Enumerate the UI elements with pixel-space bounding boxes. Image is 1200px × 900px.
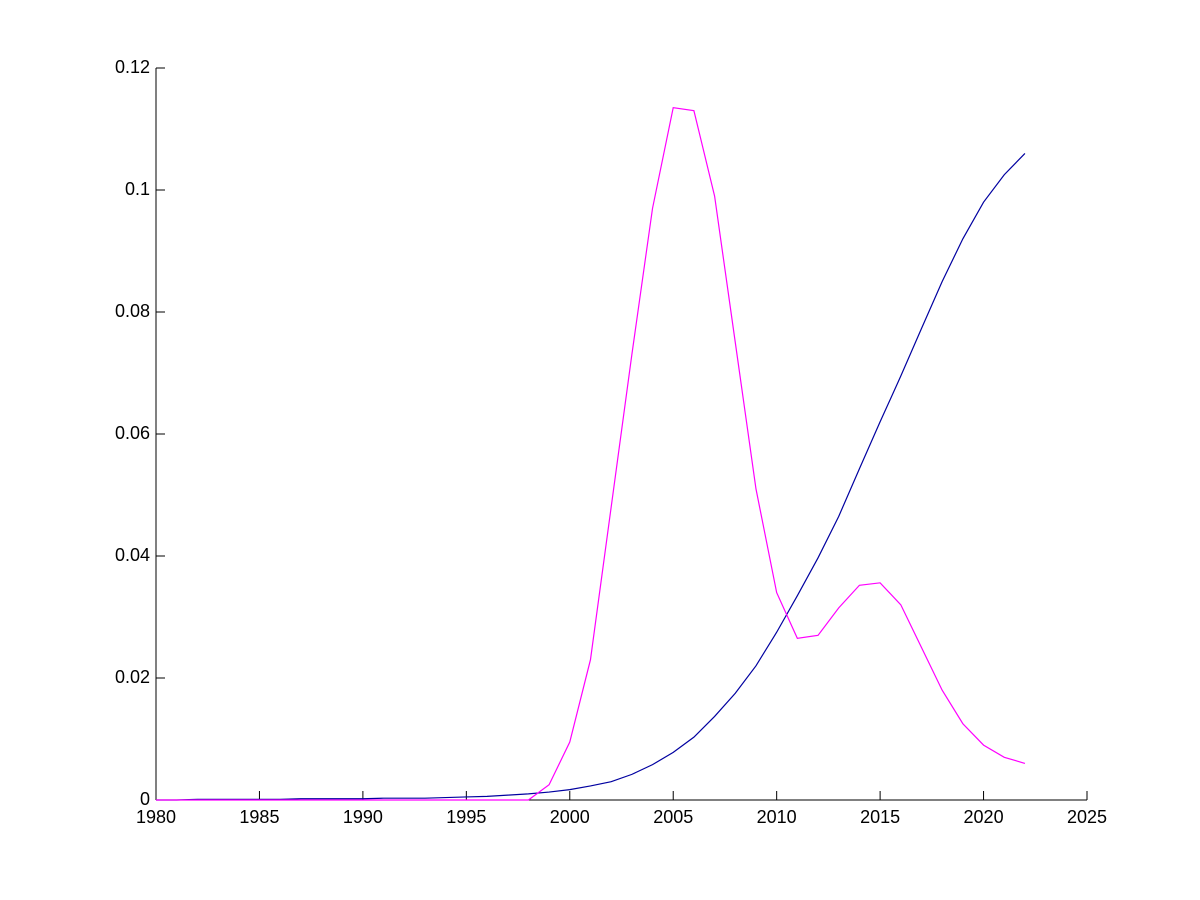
x-tick-label: 1985	[239, 807, 279, 827]
y-tick-label: 0.06	[115, 423, 150, 443]
series-line	[156, 106, 1026, 801]
y-tick-label: 0.02	[115, 667, 150, 687]
x-tick-label: 2010	[757, 807, 797, 827]
y-tick-label: 0	[140, 789, 150, 809]
y-tick-label: 0.08	[115, 301, 150, 321]
y-tick-label: 0.1	[125, 179, 150, 199]
y-tick-label: 0.12	[115, 57, 150, 77]
x-tick-label: 2005	[653, 807, 693, 827]
x-tick-label: 2025	[1067, 807, 1107, 827]
x-tick-label: 2020	[964, 807, 1004, 827]
series-line	[156, 152, 1026, 801]
x-tick-label: 1990	[343, 807, 383, 827]
x-tick-label: 2015	[860, 807, 900, 827]
x-tick-label: 2000	[550, 807, 590, 827]
y-tick-label: 0.04	[115, 545, 150, 565]
x-tick-label: 1980	[136, 807, 176, 827]
x-tick-label: 1995	[446, 807, 486, 827]
